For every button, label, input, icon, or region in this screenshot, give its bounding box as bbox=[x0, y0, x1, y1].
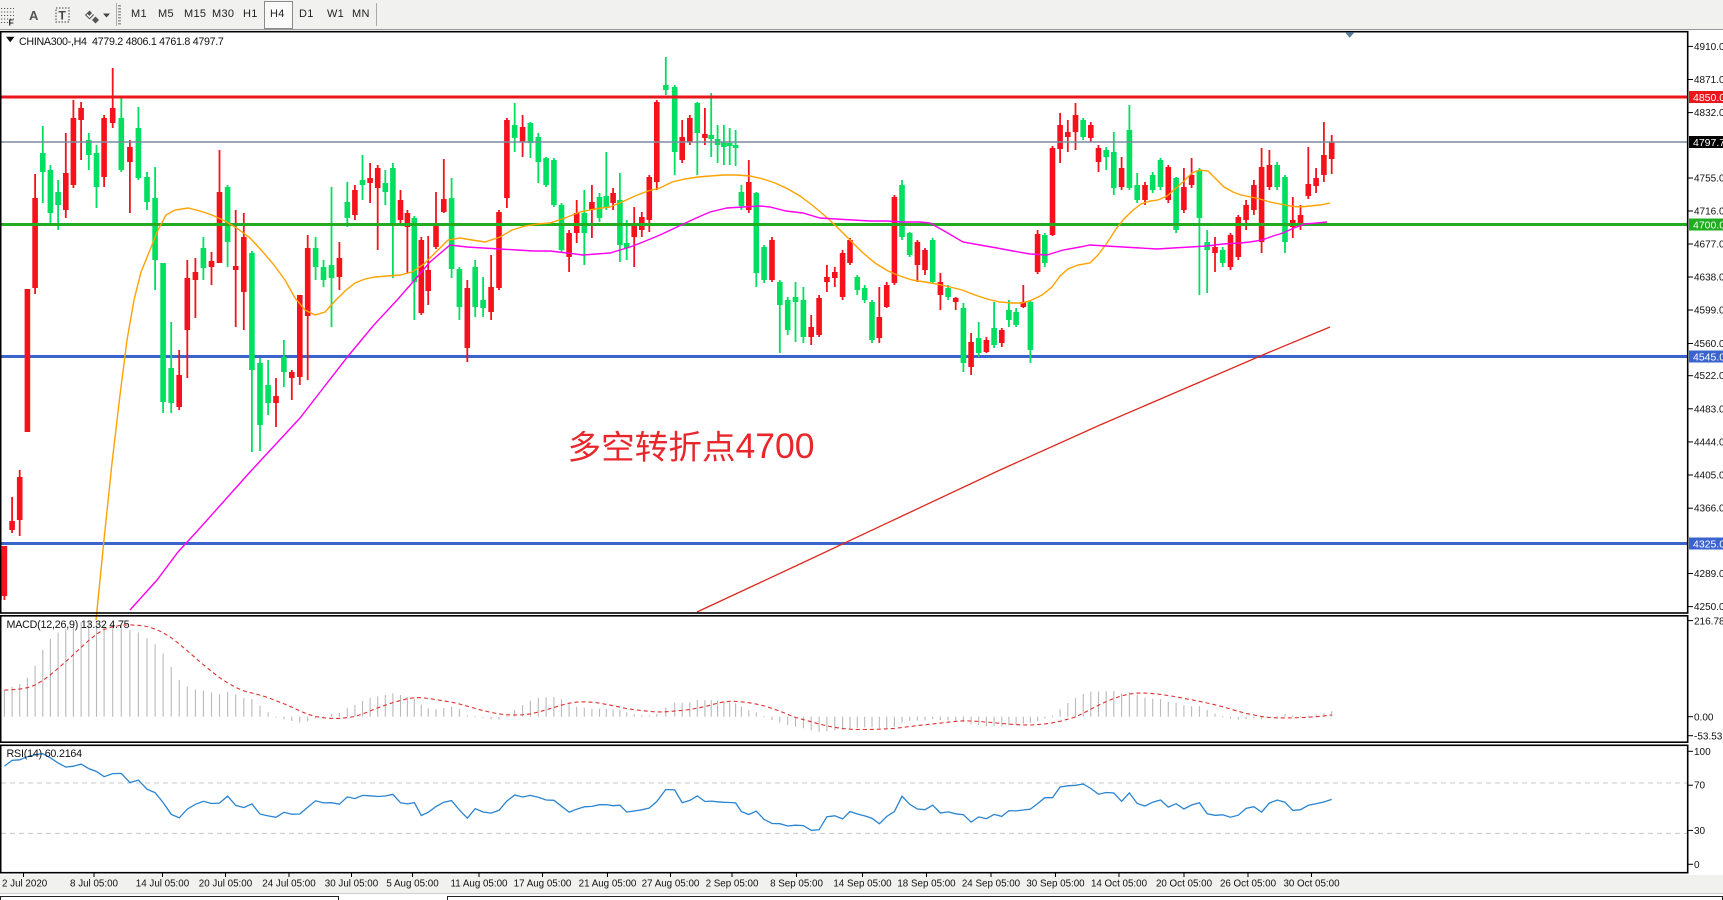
svg-text:30: 30 bbox=[1694, 826, 1706, 837]
svg-text:4560.0: 4560.0 bbox=[1694, 339, 1723, 350]
svg-text:4910.0: 4910.0 bbox=[1694, 42, 1723, 53]
svg-text:11 Aug 05:00: 11 Aug 05:00 bbox=[450, 879, 508, 890]
svg-text:-53.53: -53.53 bbox=[1694, 731, 1723, 742]
svg-text:4700: 4700 bbox=[736, 426, 815, 466]
svg-text:4522.0: 4522.0 bbox=[1694, 371, 1723, 382]
svg-text:30 Jul 05:00: 30 Jul 05:00 bbox=[325, 879, 379, 890]
svg-text:2 Jul 2020: 2 Jul 2020 bbox=[2, 879, 48, 890]
svg-text:4716.0: 4716.0 bbox=[1694, 207, 1723, 218]
svg-text:26 Oct 05:00: 26 Oct 05:00 bbox=[1220, 879, 1277, 890]
svg-text:4483.0: 4483.0 bbox=[1694, 404, 1723, 415]
svg-text:21 Aug 05:00: 21 Aug 05:00 bbox=[579, 879, 637, 890]
svg-text:4599.0: 4599.0 bbox=[1694, 306, 1723, 317]
svg-text:4755.0: 4755.0 bbox=[1694, 174, 1723, 185]
svg-text:14 Sep 05:00: 14 Sep 05:00 bbox=[833, 879, 892, 890]
svg-text:4250.0: 4250.0 bbox=[1694, 602, 1723, 613]
svg-text:4832.0: 4832.0 bbox=[1694, 108, 1723, 119]
svg-text:4797.7: 4797.7 bbox=[1693, 137, 1723, 149]
svg-text:4289.0: 4289.0 bbox=[1694, 569, 1723, 580]
svg-text:4444.0: 4444.0 bbox=[1694, 437, 1723, 448]
svg-text:4545.0: 4545.0 bbox=[1693, 352, 1723, 364]
svg-text:4871.0: 4871.0 bbox=[1694, 75, 1723, 86]
svg-text:4638.0: 4638.0 bbox=[1694, 273, 1723, 284]
svg-text:17 Aug 05:00: 17 Aug 05:00 bbox=[514, 879, 572, 890]
svg-text:4700.0: 4700.0 bbox=[1693, 220, 1723, 232]
svg-text:4325.0: 4325.0 bbox=[1693, 539, 1723, 551]
svg-text:14 Jul 05:00: 14 Jul 05:00 bbox=[136, 879, 190, 890]
svg-text:T: T bbox=[59, 9, 67, 23]
svg-text:8 Jul 05:00: 8 Jul 05:00 bbox=[70, 879, 118, 890]
svg-text:216.78: 216.78 bbox=[1694, 616, 1723, 627]
svg-text:18 Sep 05:00: 18 Sep 05:00 bbox=[897, 879, 956, 890]
svg-text:F: F bbox=[9, 18, 14, 28]
svg-text:0.00: 0.00 bbox=[1694, 712, 1714, 723]
svg-text:4405.0: 4405.0 bbox=[1694, 471, 1723, 482]
svg-text:CHINA300-,H4 4779.2 4806.1 47: CHINA300-,H4 4779.2 4806.1 4761.8 4797.7 bbox=[19, 36, 224, 48]
svg-text:MACD(12,26,9) 13.32 4.75: MACD(12,26,9) 13.32 4.75 bbox=[7, 619, 130, 631]
svg-text:4677.0: 4677.0 bbox=[1694, 240, 1723, 251]
svg-text:24 Sep 05:00: 24 Sep 05:00 bbox=[962, 879, 1021, 890]
svg-text:4366.0: 4366.0 bbox=[1694, 504, 1723, 515]
svg-text:4850.0: 4850.0 bbox=[1693, 92, 1723, 104]
svg-text:0: 0 bbox=[1694, 860, 1700, 871]
svg-text:100: 100 bbox=[1694, 747, 1711, 758]
svg-text:30 Oct 05:00: 30 Oct 05:00 bbox=[1283, 879, 1340, 890]
svg-text:20 Jul 05:00: 20 Jul 05:00 bbox=[199, 879, 253, 890]
svg-text:14 Oct 05:00: 14 Oct 05:00 bbox=[1091, 879, 1148, 890]
svg-text:5 Aug 05:00: 5 Aug 05:00 bbox=[386, 879, 439, 890]
svg-text:RSI(14) 60.2164: RSI(14) 60.2164 bbox=[7, 748, 83, 760]
svg-text:20 Oct 05:00: 20 Oct 05:00 bbox=[1156, 879, 1213, 890]
svg-text:24 Jul 05:00: 24 Jul 05:00 bbox=[262, 879, 316, 890]
svg-text:2 Sep 05:00: 2 Sep 05:00 bbox=[706, 879, 759, 890]
svg-text:70: 70 bbox=[1694, 781, 1706, 792]
svg-text:30 Sep 05:00: 30 Sep 05:00 bbox=[1026, 879, 1085, 890]
svg-text:8 Sep 05:00: 8 Sep 05:00 bbox=[770, 879, 823, 890]
svg-text:27 Aug 05:00: 27 Aug 05:00 bbox=[642, 879, 700, 890]
svg-text:A: A bbox=[29, 8, 39, 23]
